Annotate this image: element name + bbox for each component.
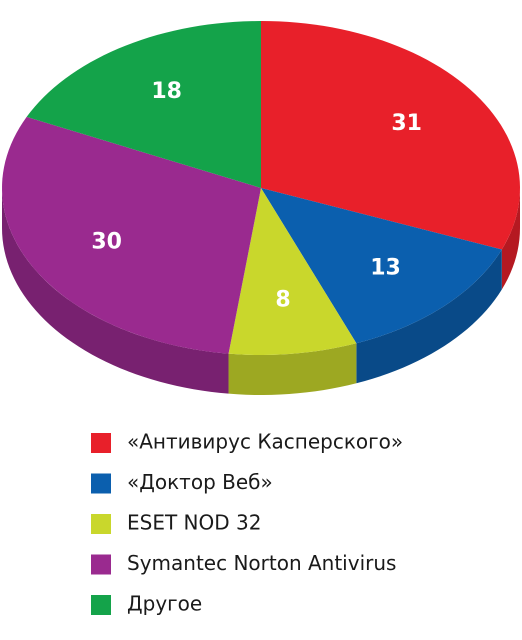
- legend-swatch: [91, 554, 111, 575]
- legend-swatch: [91, 433, 111, 453]
- data-label: 18: [151, 79, 182, 104]
- pie-slice: [228, 188, 357, 355]
- legend-label: Другое: [127, 592, 202, 616]
- data-label: 13: [370, 255, 401, 280]
- pie-slice: [2, 116, 262, 354]
- pie-slice: [261, 188, 502, 344]
- legend-swatch: [91, 473, 111, 494]
- pie-slice-side: [228, 343, 357, 395]
- legend-label: Symantec Norton Antivirus: [127, 551, 396, 575]
- data-label: 8: [275, 288, 290, 313]
- data-label: 30: [91, 230, 122, 255]
- legend-label: ESET NOD 32: [127, 511, 261, 535]
- legend-swatch: [91, 514, 111, 534]
- pie-slice: [261, 21, 520, 250]
- legend-swatch: [91, 595, 111, 615]
- pie-slice-side: [356, 249, 502, 384]
- data-label: 31: [391, 111, 422, 136]
- legend-label: «Антивирус Касперского»: [127, 430, 403, 454]
- pie-slice-side: [501, 188, 520, 290]
- legend-label: «Доктор Веб»: [127, 470, 273, 494]
- pie-slice: [26, 21, 261, 188]
- pie-slice-side: [2, 188, 229, 394]
